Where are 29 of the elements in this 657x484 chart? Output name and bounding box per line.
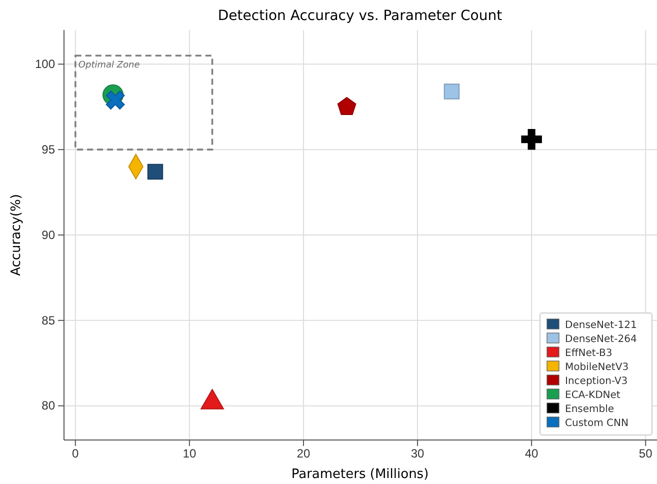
legend-label: ECA-KDNet <box>565 390 620 401</box>
legend-label: Ensemble <box>565 404 614 415</box>
x-tick-label: 10 <box>182 446 196 461</box>
legend-label: Inception-V3 <box>565 376 628 387</box>
y-tick-label: 85 <box>42 313 56 328</box>
x-tick-label: 50 <box>638 446 653 461</box>
legend-label: MobileNetV3 <box>565 362 629 373</box>
legend-label: EffNet-B3 <box>565 348 612 359</box>
x-tick-label: 30 <box>410 446 425 461</box>
point <box>444 84 460 100</box>
y-tick-label: 100 <box>34 57 56 72</box>
point <box>200 389 224 410</box>
point <box>147 164 164 180</box>
x-tick-label: 0 <box>72 446 80 461</box>
x-tick-label: 40 <box>524 446 539 461</box>
annotation: Optimal Zone <box>78 60 140 71</box>
x-axis-title: Parameters (Millions) <box>291 467 429 482</box>
x-tick-label: 20 <box>296 446 310 461</box>
y-tick-label: 80 <box>42 398 56 413</box>
legend-label: DenseNet-121 <box>565 320 637 331</box>
point <box>106 90 125 110</box>
y-axis-title: Accuracy(%) <box>9 194 24 276</box>
y-tick-label: 95 <box>42 142 56 156</box>
point <box>521 128 542 150</box>
legend-label: Custom CNN <box>565 418 628 429</box>
y-tick-label: 90 <box>42 228 56 242</box>
point <box>337 97 356 115</box>
legend-label: DenseNet-264 <box>565 334 637 345</box>
chart-title: Detection Accuracy vs. Parameter Count <box>218 8 503 24</box>
